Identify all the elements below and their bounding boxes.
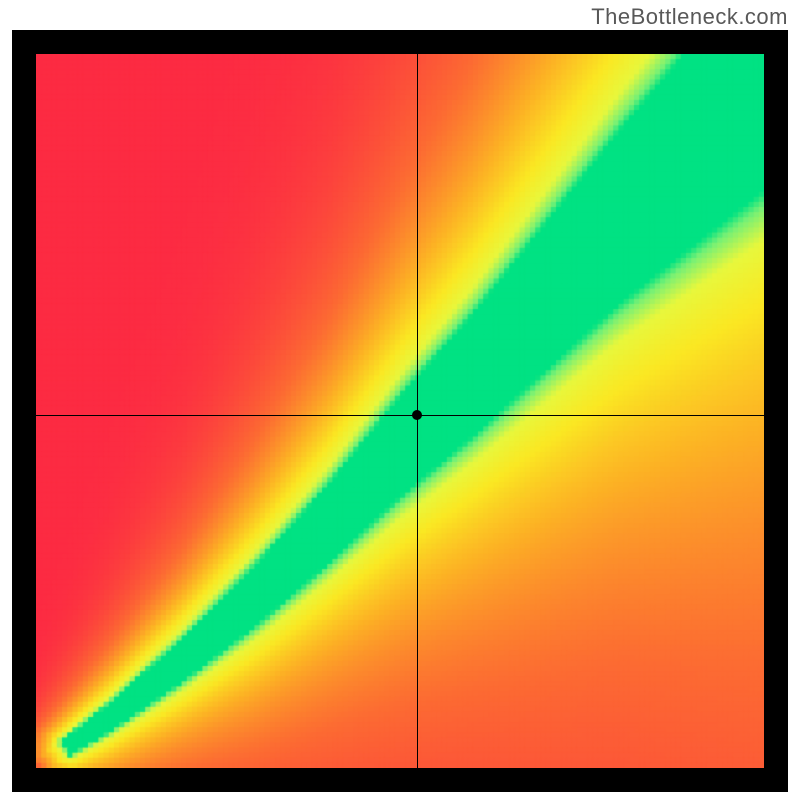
heatmap-canvas — [36, 54, 764, 768]
watermark-text: TheBottleneck.com — [591, 4, 788, 30]
heatmap-frame — [12, 30, 788, 792]
chart-container: TheBottleneck.com — [0, 0, 800, 800]
